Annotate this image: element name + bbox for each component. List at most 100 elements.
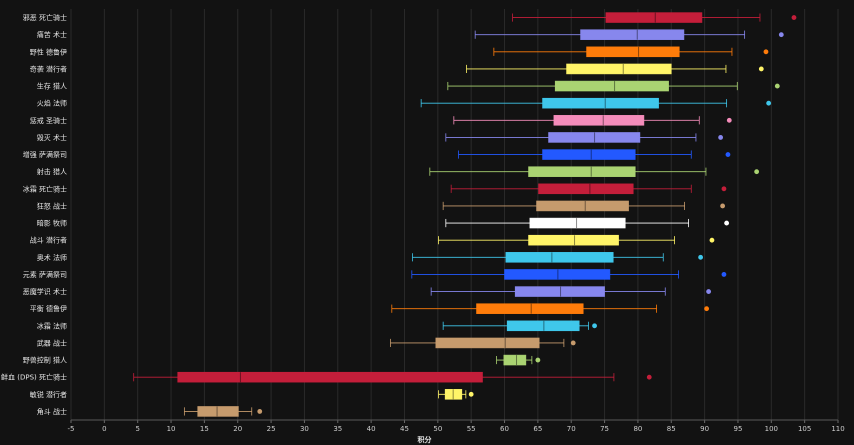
outlier-point [721,272,727,277]
iqr-box [586,46,680,58]
iqr-box [536,200,629,212]
x-tick-label: 80 [633,425,642,433]
boxes [133,12,797,417]
box-row [412,252,704,263]
iqr-box [605,12,703,23]
box-row [496,354,541,366]
category-label: 惩戒 圣骑士 [30,116,67,125]
x-tick-label: 20 [233,425,242,433]
x-tick-label: 65 [533,425,542,433]
outlier-point [778,32,784,38]
x-tick-label: 50 [433,425,442,433]
category-label: 恶魔学识 术士 [23,287,67,296]
x-tick-label: 105 [798,425,811,433]
iqr-box [197,406,239,417]
x-tick-label: 90 [700,425,709,433]
x-tick-label: 10 [167,425,176,433]
box-row [453,115,732,126]
outlier-point [754,169,760,175]
category-label: 毁灭 术士 [37,133,67,142]
box-row [445,132,724,143]
category-label: 射击 猎人 [37,167,67,176]
x-tick-label: 55 [467,425,476,433]
category-label: 奇袭 潜行者 [30,64,67,73]
category-label: 狂怒 战士 [37,201,67,210]
x-tick-label: 110 [831,425,844,433]
iqr-box [528,234,619,246]
iqr-box [504,269,611,280]
box-row [438,234,715,246]
outlier-point [763,49,769,55]
category-label: 鲜血 (DPS) 死亡骑士 [1,373,67,382]
iqr-box [476,303,584,314]
category-label: 邪恶 死亡骑士 [23,13,67,22]
x-tick-label: 15 [200,425,209,433]
box-row [450,183,727,195]
outlier-point [725,152,731,157]
category-label: 痛苦 术士 [37,30,67,39]
box-row [474,29,784,40]
iqr-box [528,166,636,177]
box-row [442,320,597,332]
box-row [445,217,730,229]
category-label: 平衡 德鲁伊 [30,304,67,313]
outlier-point [791,15,797,20]
box-row [429,166,760,177]
x-tick-label: 30 [300,425,309,433]
box-row [442,200,726,212]
category-label: 元素 萨满祭司 [23,270,67,279]
x-tick-label: -5 [68,425,75,433]
iqr-box [548,132,641,143]
category-label: 火焰 法师 [37,99,67,108]
outlier-point [709,237,715,243]
outlier-point [704,306,710,312]
outlier-point [570,340,576,346]
iqr-box [444,389,463,400]
box-row [430,286,712,297]
box-row [466,63,764,75]
box-row [420,97,772,109]
outlier-point [592,323,597,329]
x-tick-label: 5 [135,425,139,433]
x-axis-title: 积分 [417,435,431,444]
box-row [493,46,769,58]
x-tick-label: 45 [400,425,409,433]
category-label: 暗影 牧师 [37,219,67,228]
box-row [411,269,727,280]
x-tick-label: 40 [367,425,376,433]
category-label: 增强 萨满祭司 [23,150,67,159]
iqr-box [566,63,672,75]
outlier-point [646,374,652,380]
category-label: 野兽控制 猎人 [23,356,67,365]
iqr-box [554,80,669,92]
outlier-point [724,220,730,226]
x-tick-label: 85 [667,425,676,433]
x-tick-label: 95 [733,425,742,433]
outlier-point [706,289,712,294]
iqr-box [529,217,626,229]
x-axis: -5 0 5 10 15 20 25 30 35 40 45 50 55 60 65 70 75 80 85 90 95… [68,419,845,433]
iqr-box [580,29,685,40]
x-tick-label: 75 [600,425,609,433]
box-row [133,371,652,383]
iqr-box [435,337,540,349]
x-tick-label: 100 [765,425,778,433]
x-tick-label: 60 [500,425,509,433]
outlier-point [766,100,772,106]
outlier-point [758,66,764,72]
iqr-box [506,320,580,332]
outlier-point [721,186,727,192]
outlier-point [774,83,780,89]
x-tick-label: 0 [102,425,106,433]
outlier-point [257,409,263,414]
box-row [512,12,797,23]
outlier-point [720,203,726,209]
box-row [391,303,710,314]
box-row [458,149,731,160]
box-row [438,389,474,400]
outlier-point [468,391,474,397]
outlier-point [698,254,704,260]
iqr-box [542,97,659,109]
category-label: 武器 战士 [37,338,67,347]
